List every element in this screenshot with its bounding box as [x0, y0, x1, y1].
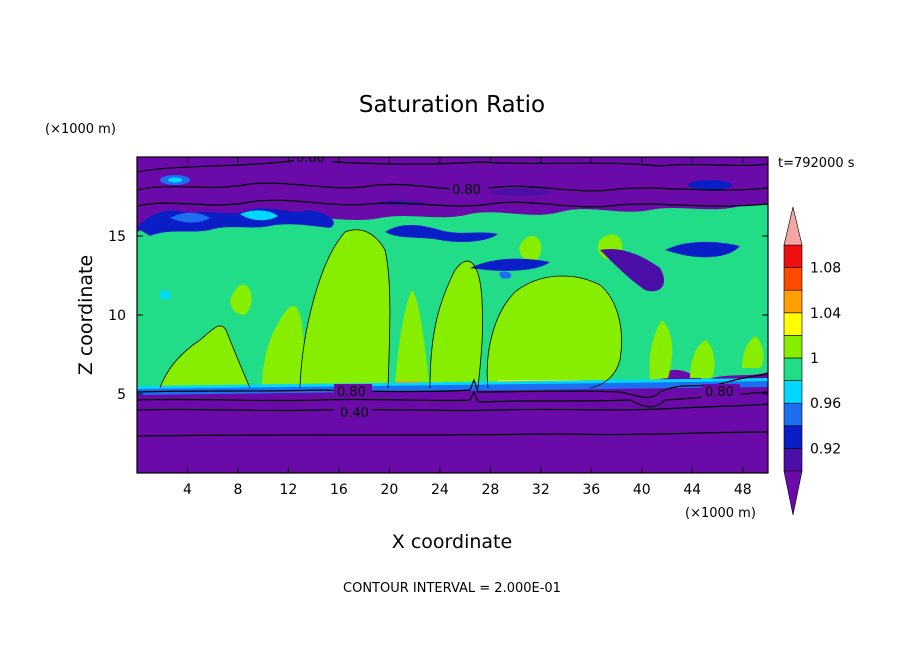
contour-field: 0.80 0.80 0.80 0.40 0.80	[137, 151, 768, 473]
x-tick-label: 12	[280, 482, 298, 498]
x-tick-label: 32	[532, 482, 550, 498]
colorbar-segment	[783, 357, 803, 381]
band-upper-streaks	[160, 175, 732, 206]
colorbar-segment	[783, 425, 803, 449]
x-tick-label: 4	[183, 482, 192, 498]
colorbar-segment	[783, 380, 803, 404]
y-axis-title: Z coordinate	[75, 255, 97, 375]
colorbar-segment	[783, 244, 803, 268]
colorbar-segment	[783, 267, 803, 291]
band-cloud-top	[137, 208, 768, 395]
time-label: t=792000 s	[778, 156, 855, 171]
y-axis: 5 10 15	[108, 229, 768, 403]
colorbar-segment	[783, 312, 803, 336]
x-tick-label: 20	[380, 482, 398, 498]
y-tick-label: 15	[108, 229, 126, 245]
y-tick-label: 5	[117, 387, 126, 403]
x-tick-label: 44	[683, 482, 701, 498]
colorbar-under-triangle	[783, 470, 803, 516]
x-tick-label: 28	[481, 482, 499, 498]
x-tick-label: 36	[582, 482, 600, 498]
x-tick-label: 40	[633, 482, 651, 498]
colorbar-tick-label: 1.04	[810, 306, 841, 322]
x-tick-label: 48	[734, 482, 752, 498]
x-axis: 4 8 12 16 20 24 28 32 36 40 44 48	[183, 157, 752, 498]
contour-lines	[137, 159, 768, 437]
colorbar-segment	[783, 402, 803, 427]
colorbar-segment	[783, 335, 803, 359]
colorbar-tick-label: 1	[810, 351, 819, 367]
x-tick-label: 24	[431, 482, 449, 498]
contour-label: 0.80	[296, 151, 325, 166]
x-tick-label: 8	[233, 482, 242, 498]
contour-labels: 0.80 0.80 0.80 0.40 0.80	[294, 151, 740, 421]
x-axis-title: X coordinate	[392, 531, 512, 553]
chart-title: Saturation Ratio	[359, 92, 545, 118]
y-tick-label: 10	[108, 308, 126, 324]
band-100-102	[160, 229, 764, 388]
colorbar-tick-label: 0.96	[810, 396, 841, 412]
x-tick-label: 16	[330, 482, 348, 498]
contour-label: 0.40	[340, 406, 369, 421]
colorbar-tick-label: 0.92	[810, 441, 841, 457]
x-unit-label: (×1000 m)	[685, 506, 756, 521]
colorbar-segment	[783, 289, 803, 314]
contour-interval-label: CONTOUR INTERVAL = 2.000E-01	[343, 581, 561, 596]
colorbar-over-triangle	[783, 206, 803, 246]
y-unit-label: (×1000 m)	[45, 122, 116, 137]
colorbar-segment	[783, 448, 803, 472]
contour-label: 0.80	[452, 183, 481, 198]
colorbar: 0.92 0.96 1 1.04 1.08	[783, 206, 841, 516]
contour-label: 0.80	[705, 385, 734, 400]
colorbar-tick-label: 1.08	[810, 261, 841, 277]
contour-label: 0.80	[337, 385, 366, 400]
